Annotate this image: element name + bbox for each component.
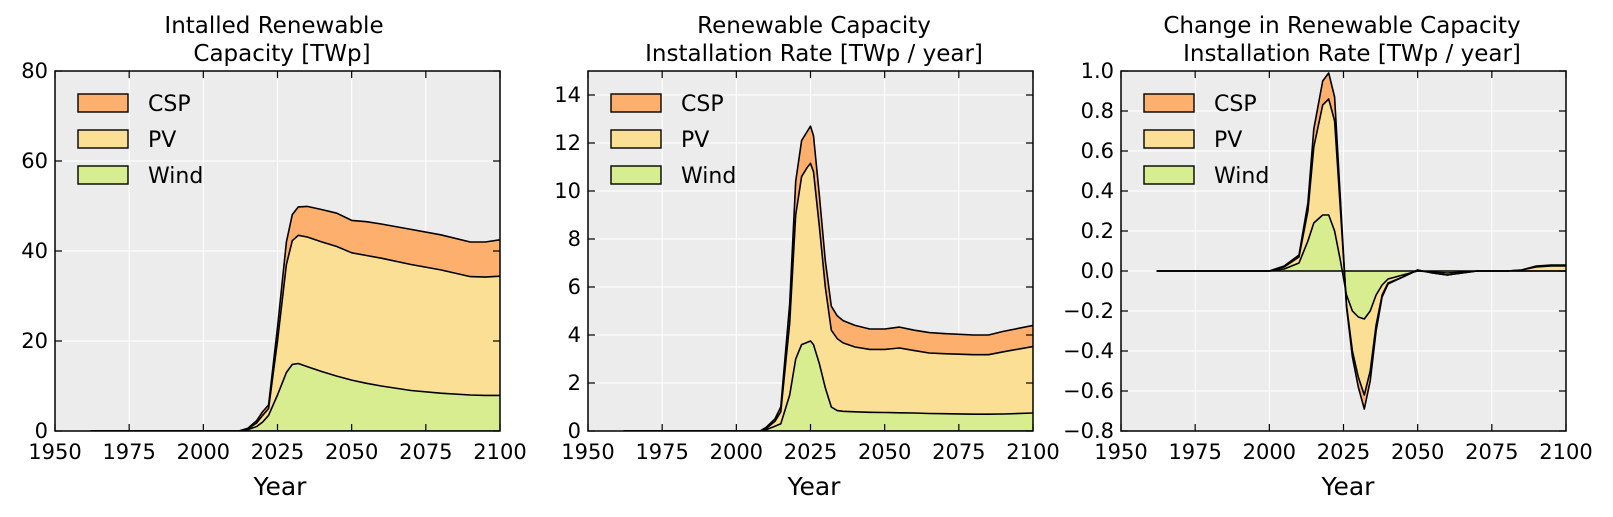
- y-tick-label: 10: [554, 179, 581, 203]
- x-tick-label: 1950: [1094, 440, 1147, 464]
- x-tick-label: 2075: [932, 440, 985, 464]
- legend-label-csp: CSP: [1214, 92, 1257, 117]
- y-tick-label: −0.8: [1063, 419, 1114, 443]
- line-pv: [623, 162, 1033, 431]
- y-tick-label: −0.4: [1063, 339, 1114, 363]
- legend-swatch-wind: [610, 165, 662, 185]
- chart-change-in-installation-rate: Change in Renewable Capacity Installatio…: [1063, 13, 1593, 501]
- legend-label-pv: PV: [681, 128, 709, 153]
- x-tick-label: 2050: [1391, 440, 1444, 464]
- x-axis-label: Year: [253, 472, 308, 501]
- line-wind: [623, 340, 1033, 431]
- y-tick-label: 0.2: [1081, 219, 1114, 243]
- y-tick-label: 0: [568, 419, 581, 443]
- chart-title-line1: Intalled Renewable: [164, 13, 383, 39]
- y-tick-label: 60: [21, 149, 48, 173]
- y-tick-label: 8: [568, 227, 581, 251]
- series-areas: [1156, 72, 1566, 410]
- legend-label-pv: PV: [148, 128, 176, 153]
- legend-swatch-pv: [77, 129, 129, 149]
- x-tick-label: 1950: [28, 440, 81, 464]
- y-tick-label: 14: [554, 83, 581, 107]
- legend: CSP PV Wind: [77, 92, 203, 189]
- chart-title-line1: Change in Renewable Capacity: [1163, 13, 1520, 39]
- legend-swatch-pv: [610, 129, 662, 149]
- legend-label-csp: CSP: [681, 92, 724, 117]
- chart-installation-rate: Renewable Capacity Installation Rate [TW…: [554, 13, 1059, 501]
- area-pv: [90, 235, 500, 431]
- chart-installed-capacity: Intalled Renewable Capacity [TWp] Year 1…: [21, 13, 526, 501]
- legend: CSP PV Wind: [610, 92, 736, 189]
- line-csp: [623, 125, 1033, 431]
- series-areas: [623, 125, 1033, 431]
- y-tick-label: 6: [568, 275, 581, 299]
- y-tick-label: 0.4: [1081, 179, 1114, 203]
- legend-label-wind: Wind: [681, 164, 736, 189]
- chart-title-line2: Installation Rate [TWp / year]: [1183, 41, 1521, 67]
- area-pv: [623, 163, 1033, 431]
- x-tick-label: 2100: [1539, 440, 1592, 464]
- area-wind: [623, 341, 1033, 431]
- y-tick-label: 0.8: [1081, 99, 1114, 123]
- y-tick-label: −0.2: [1063, 299, 1114, 323]
- y-tick-label: 20: [21, 329, 48, 353]
- x-tick-label: 2050: [858, 440, 911, 464]
- chart-title-line2: Installation Rate [TWp / year]: [645, 41, 983, 67]
- x-axis-label: Year: [787, 472, 842, 501]
- line-wind: [90, 362, 500, 431]
- legend-label-wind: Wind: [1214, 164, 1269, 189]
- legend-swatch-wind: [1143, 165, 1195, 185]
- y-tick-label: 40: [21, 239, 48, 263]
- y-tick-label: 0.0: [1081, 259, 1114, 283]
- area-pv: [1156, 99, 1566, 395]
- y-tick-label: 0.6: [1081, 139, 1114, 163]
- legend: CSP PV Wind: [1143, 92, 1269, 189]
- chart-title-line2: Capacity [TWp]: [193, 41, 370, 67]
- x-tick-label: 1975: [1168, 440, 1221, 464]
- line-pv: [90, 234, 500, 431]
- x-tick-label: 2100: [1006, 440, 1059, 464]
- x-tick-label: 2000: [710, 440, 763, 464]
- legend-swatch-csp: [77, 93, 129, 113]
- y-tick-label: 1.0: [1081, 59, 1114, 83]
- line-csp: [1156, 72, 1566, 410]
- x-axis-label: Year: [1321, 472, 1376, 501]
- y-tick-label: 4: [568, 323, 581, 347]
- y-tick-label: 0: [35, 419, 48, 443]
- area-wind: [1156, 215, 1566, 319]
- legend-swatch-wind: [77, 165, 129, 185]
- x-tick-label: 1975: [635, 440, 688, 464]
- y-tick-label: 2: [568, 371, 581, 395]
- x-tick-label: 1975: [102, 440, 155, 464]
- x-tick-label: 2025: [251, 440, 304, 464]
- x-tick-label: 2075: [1465, 440, 1518, 464]
- y-tick-label: 80: [21, 59, 48, 83]
- area-wind: [90, 363, 500, 431]
- legend-swatch-csp: [1143, 93, 1195, 113]
- line-csp: [90, 205, 500, 431]
- x-tick-label: 2025: [1317, 440, 1370, 464]
- series-areas: [90, 205, 500, 431]
- legend-label-csp: CSP: [148, 92, 191, 117]
- x-tick-label: 2075: [399, 440, 452, 464]
- legend-swatch-csp: [610, 93, 662, 113]
- legend-label-pv: PV: [1214, 128, 1242, 153]
- x-tick-label: 1950: [561, 440, 614, 464]
- x-tick-label: 2050: [325, 440, 378, 464]
- x-tick-label: 2000: [1243, 440, 1296, 464]
- legend-swatch-pv: [1143, 129, 1195, 149]
- x-tick-label: 2000: [177, 440, 230, 464]
- x-tick-label: 2100: [473, 440, 526, 464]
- y-tick-label: −0.6: [1063, 379, 1114, 403]
- chart-title-line1: Renewable Capacity: [697, 13, 931, 39]
- y-tick-label: 12: [554, 131, 581, 155]
- x-tick-label: 2025: [784, 440, 837, 464]
- legend-label-wind: Wind: [148, 164, 203, 189]
